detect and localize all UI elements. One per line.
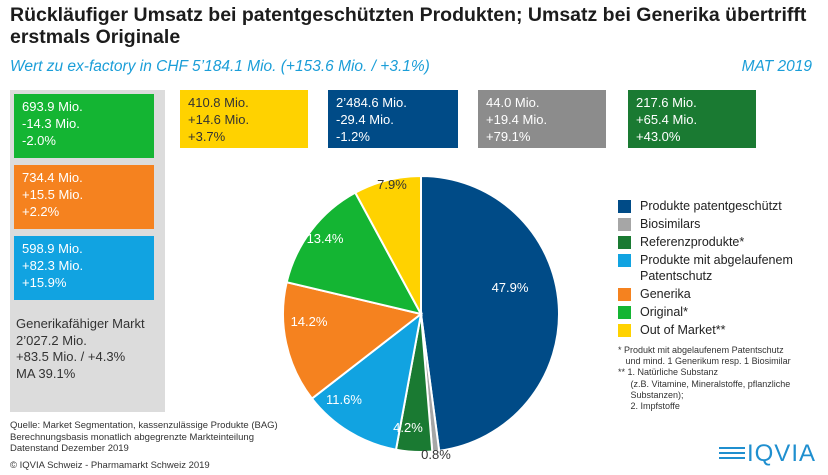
legend-label: Original* [640,305,688,319]
box-expired-percent: +15.9% [22,275,67,290]
box-referenz: 217.6 Mio. +65.4 Mio. +43.0% [628,90,756,148]
legend-item-referenz: Referenzprodukte* [618,234,823,250]
period-label: MAT 2019 [741,58,812,75]
legend-item-out-of-market: Out of Market** [618,322,823,338]
generic-market-value: 2’027.2 Mio. [16,332,87,348]
box-oom-change: +14.6 Mio. [188,112,250,127]
box-expired: 598.9 Mio. +82.3 Mio. +15.9% [14,236,154,300]
footnote-line: und mind. 1 Generikum resp. 1 Biosimilar [618,356,791,367]
box-referenz-change: +65.4 Mio. [636,112,698,127]
pie-label-referenz: 4.2% [393,420,423,435]
copyright: © IQVIA Schweiz - Pharmamarkt Schweiz 20… [10,460,210,471]
box-generika: 734.4 Mio. +15.5 Mio. +2.2% [14,165,154,229]
footnote-line: Substanzen); [618,389,684,400]
legend-item-patent: Produkte patentgeschützt [618,198,823,214]
box-biosimilars-value: 44.0 Mio. [486,95,540,110]
footnote-line: * Produkt mit abgelaufenem Patentschutz [618,345,784,355]
box-patent-change: -29.4 Mio. [336,112,394,127]
source-line: Datenstand Dezember 2019 [10,443,129,454]
iqvia-logo: IQVIA [718,440,816,468]
generic-market-share: MA 39.1% [16,365,76,381]
box-oom-percent: +3.7% [188,129,226,144]
legend-item-expired: Produkte mit abgelaufenem Patentschutz [618,252,823,284]
legend-swatch [618,288,631,301]
box-patent: 2’484.6 Mio. -29.4 Mio. -1.2% [328,90,458,148]
box-oom-value: 410.8 Mio. [188,95,249,110]
legend-label: Referenzprodukte* [640,235,745,249]
footnotes: * Produkt mit abgelaufenem Patentschutz … [618,345,818,412]
box-biosimilars: 44.0 Mio. +19.4 Mio. +79.1% [478,90,606,148]
logo-text: IQVIA [746,440,816,467]
pie-label-biosimilars: 0.8% [421,447,451,462]
box-original-percent: -2.0% [22,133,56,148]
footnote-line: (z.B. Vitamine, Mineralstoffe, pflanzlic… [618,378,791,389]
page-title: Rückläufiger Umsatz bei patentgeschützte… [10,4,807,48]
box-patent-value: 2’484.6 Mio. [336,95,407,110]
box-referenz-value: 217.6 Mio. [636,95,697,110]
pie-slice-out_of_market [353,174,422,315]
pie-slice-patent [420,174,560,452]
pie-label-out_of_market: 7.9% [377,177,407,192]
box-original-change: -14.3 Mio. [22,116,80,131]
box-biosimilars-change: +19.4 Mio. [486,112,548,127]
box-out-of-market: 410.8 Mio. +14.6 Mio. +3.7% [180,90,308,148]
legend-swatch [618,254,631,267]
pie-slice-generika [282,281,424,400]
legend-swatch [618,324,631,337]
box-original: 693.9 Mio. -14.3 Mio. -2.0% [14,94,154,158]
pie-label-expired: 11.6% [326,392,362,407]
box-expired-value: 598.9 Mio. [22,241,83,256]
legend-label: Out of Market** [640,323,726,337]
box-generika-value: 734.4 Mio. [22,170,83,185]
box-generika-change: +15.5 Mio. [22,187,84,202]
pie-label-generika: 14.2% [291,314,328,329]
pie-slice-expired [310,311,423,451]
legend: Produkte patentgeschützt Biosimilars Ref… [618,198,823,340]
box-patent-percent: -1.2% [336,129,370,144]
box-generika-percent: +2.2% [22,204,60,219]
logo-lines-icon [718,447,745,459]
legend-label: Produkte patentgeschützt [640,199,782,213]
source-note: Quelle: Market Segmentation, kassenzuläs… [10,420,278,455]
generic-market-summary: Generikafähiger Markt 2’027.2 Mio. +83.5… [16,316,164,382]
pie-slice-original [285,191,423,316]
legend-swatch [618,200,631,213]
legend-swatch [618,306,631,319]
legend-swatch [618,218,631,231]
pie-label-patent: 47.9% [492,280,529,295]
generic-market-change: +83.5 Mio. / +4.3% [16,349,126,364]
legend-label: Produkte mit abgelaufenem Patentschutz [640,253,793,283]
legend-swatch [618,236,631,249]
box-expired-change: +82.3 Mio. [22,258,84,273]
legend-item-original: Original* [618,304,823,320]
box-referenz-percent: +43.0% [636,129,681,144]
pie-label-original: 13.4% [307,231,344,246]
legend-item-generika: Generika [618,286,823,302]
source-line: Quelle: Market Segmentation, kassenzuläs… [10,420,278,431]
subtitle: Wert zu ex-factory in CHF 5’184.1 Mio. (… [10,58,430,75]
legend-label: Generika [640,287,691,301]
legend-item-biosimilars: Biosimilars [618,216,823,232]
footnote-line: 2. Impfstoffe [618,401,680,412]
box-biosimilars-percent: +79.1% [486,129,531,144]
legend-label: Biosimilars [640,217,701,231]
footnote-line: ** 1. Natürliche Substanz [618,367,719,378]
source-line: Berechnungsbasis monatlich abgegrenzte M… [10,431,254,443]
box-original-value: 693.9 Mio. [22,99,83,114]
generic-market-title: Generikafähiger Markt [16,316,145,331]
